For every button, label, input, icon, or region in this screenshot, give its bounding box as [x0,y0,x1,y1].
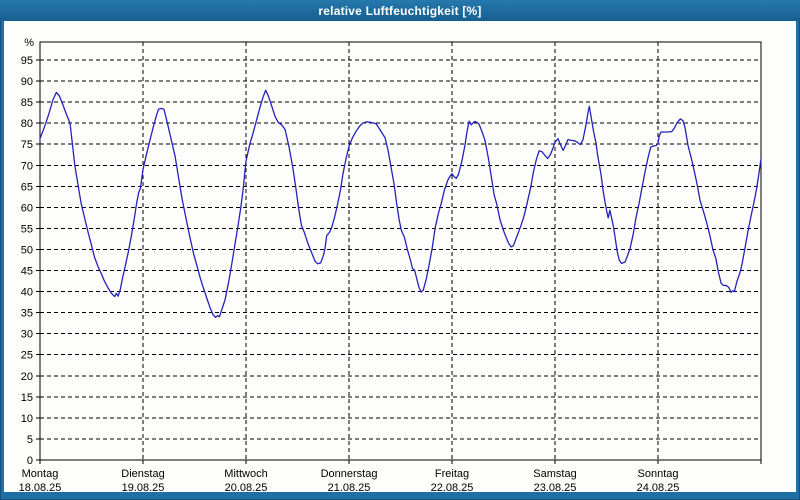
y-tick-label: 20 [21,371,33,383]
x-date-label: 18.08.25 [19,482,62,494]
y-tick-label: 5 [27,434,33,446]
y-tick-label: 15 [21,392,33,404]
x-date-label: 24.08.25 [637,482,680,494]
y-tick-label: 95 [21,55,33,67]
y-tick-label: 75 [21,139,33,151]
x-day-label: Sonntag [638,468,679,480]
humidity-line [39,89,762,318]
x-day-label: Donnerstag [321,468,378,480]
y-tick-label: 10 [21,413,33,425]
y-tick-label: 25 [21,350,33,362]
y-tick-label: 35 [21,308,33,320]
y-axis-unit-label: % [24,37,34,49]
x-day-label: Dienstag [121,468,164,480]
x-date-label: 20.08.25 [225,482,268,494]
y-tick-label: 45 [21,266,33,278]
plot-frame [39,41,762,461]
y-tick-label: 90 [21,76,33,88]
axis-labels: 0 5 10 15 20 25 30 35 40 45 50 55 60 65 70 75 80 85 90 95% M… [19,37,680,494]
chart-content-area [4,21,796,492]
x-date-label: 22.08.25 [431,482,474,494]
y-tick-label: 0 [27,455,33,467]
window-title: relative Luftfeuchtigkeit [%] [318,3,482,18]
y-tick-label: 50 [21,244,33,256]
x-day-label: Samstag [533,468,576,480]
x-day-label: Mittwoch [224,468,267,480]
y-tick-label: 55 [21,223,33,235]
y-tick-label: 65 [21,181,33,193]
grid-lines [40,42,761,460]
x-date-label: 21.08.25 [328,482,371,494]
x-day-label: Montag [22,468,59,480]
y-tick-label: 80 [21,118,33,130]
x-date-label: 23.08.25 [534,482,577,494]
x-date-label: 19.08.25 [122,482,165,494]
y-tick-label: 60 [21,202,33,214]
axes [36,41,762,464]
y-tick-label: 70 [21,160,33,172]
y-tick-label: 85 [21,97,33,109]
window-titlebar[interactable]: relative Luftfeuchtigkeit [%] [0,0,800,21]
y-tick-label: 40 [21,287,33,299]
y-tick-label: 30 [21,329,33,341]
x-day-label: Freitag [435,468,469,480]
